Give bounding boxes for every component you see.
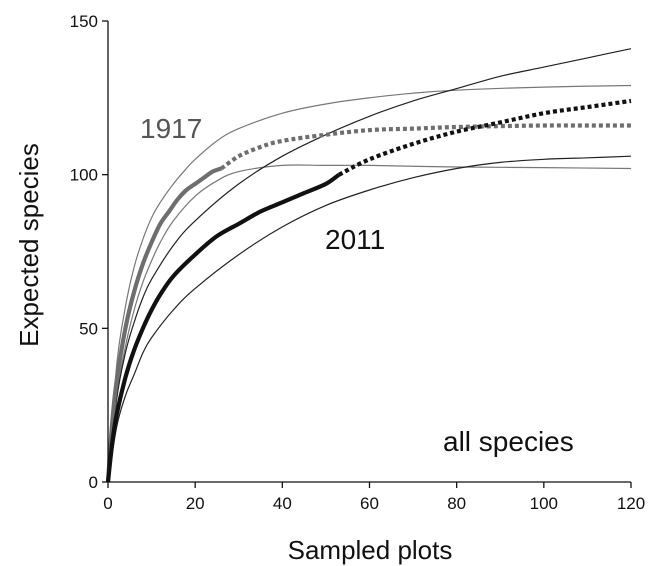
x-tick-label: 100	[530, 494, 558, 513]
annotation-1917: 1917	[140, 113, 202, 144]
y-tick-label: 50	[79, 319, 98, 338]
x-axis-title: Sampled plots	[288, 535, 453, 565]
series-line-1917-upper-ci	[107, 84, 632, 483]
ticks: 0 20 40 60 80 100 120 0 50 100 150	[70, 12, 646, 513]
series-line-2011-upper-ci	[107, 48, 632, 483]
series-line-2011-extrapolated	[338, 98, 632, 177]
series-line-1917-observed	[105, 166, 223, 483]
series-line-2011-lower-ci	[107, 155, 632, 483]
x-tick-label: 40	[273, 494, 292, 513]
y-axis-title: Expected species	[14, 143, 44, 347]
x-tick-label: 60	[360, 494, 379, 513]
x-tick-label: 0	[103, 494, 112, 513]
y-tick-label: 100	[70, 166, 98, 185]
annotation-all-species: all species	[443, 426, 574, 457]
y-tick-label: 150	[70, 12, 98, 31]
annotation-2011: 2011	[325, 224, 385, 255]
x-tick-label: 80	[447, 494, 466, 513]
y-tick-label: 0	[89, 473, 98, 492]
x-tick-label: 20	[186, 494, 205, 513]
series-line-2011-observed	[105, 172, 341, 483]
series-line-1917-lower-ci	[107, 164, 632, 483]
plot-lines	[105, 48, 632, 483]
x-tick-label: 120	[617, 494, 645, 513]
series-line-1917-extrapolated	[220, 123, 631, 171]
